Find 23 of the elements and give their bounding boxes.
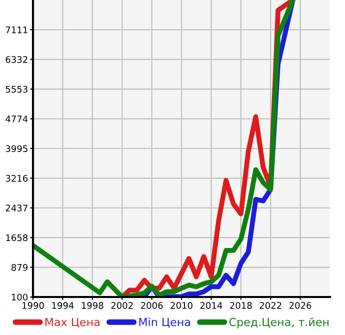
x-tick-label: 2014 bbox=[200, 302, 222, 309]
x-tick-label: 2002 bbox=[111, 302, 133, 309]
legend-label: Min Цена bbox=[139, 318, 190, 328]
x-tick-label: 1998 bbox=[82, 302, 104, 309]
y-tick-label: 5553 bbox=[6, 86, 28, 93]
x-tick-label: 2006 bbox=[140, 302, 163, 309]
y-tick-label: 879 bbox=[12, 264, 28, 271]
y-tick-label: 3216 bbox=[6, 174, 28, 182]
y-tick-label: 7111 bbox=[6, 26, 28, 34]
y-tick-label: 4774 bbox=[6, 116, 28, 122]
legend-label: Max Цена bbox=[45, 318, 100, 328]
legend-label: Сред.Цена, т.йен bbox=[229, 318, 329, 328]
x-tick-label: 2010 bbox=[170, 302, 192, 309]
x-tick-label: 2026 bbox=[289, 302, 312, 309]
x-tick-label: 2022 bbox=[260, 302, 282, 309]
y-tick-label: 3995 bbox=[6, 145, 28, 152]
y-tick-label: 100 bbox=[12, 294, 28, 301]
y-tick-label: 6332 bbox=[6, 56, 28, 63]
y-tick-label: 1658 bbox=[6, 234, 28, 242]
x-tick-label: 1994 bbox=[52, 302, 74, 309]
x-tick-label: 1990 bbox=[22, 302, 44, 309]
x-tick-label: 2018 bbox=[230, 302, 252, 309]
y-tick-label: 2437 bbox=[6, 204, 28, 212]
